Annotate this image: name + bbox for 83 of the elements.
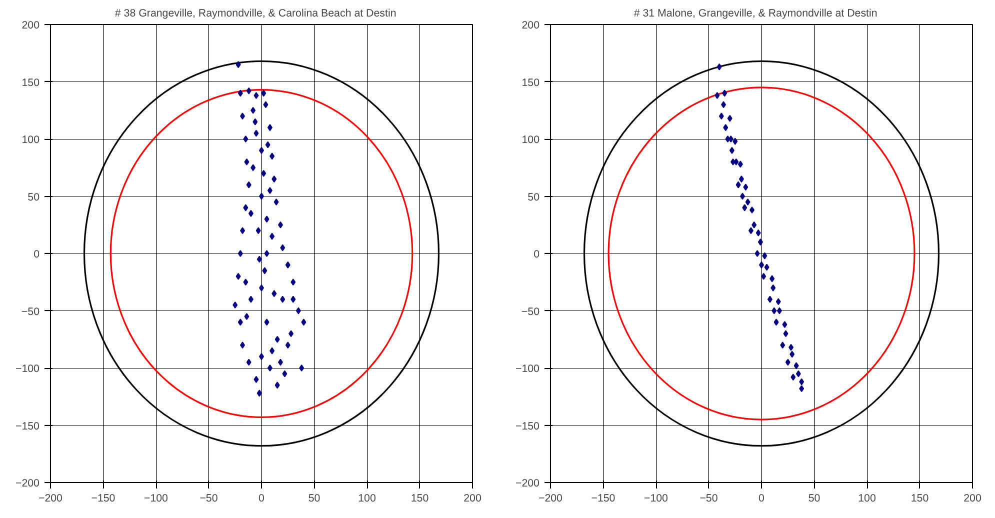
x-tick-label: 100 [358,492,376,504]
x-tick-label: 100 [858,492,876,504]
point [761,272,766,280]
x-tick-label: −200 [538,492,563,504]
y-tick-label: 0 [534,248,540,260]
point [738,176,744,183]
point [716,63,722,70]
point [770,284,776,292]
point [776,307,782,314]
point [783,330,788,338]
point [790,374,796,381]
y-tick-label: −100 [515,363,540,375]
point [758,238,763,246]
point [764,264,770,271]
point [752,221,757,228]
point [788,344,794,351]
point [794,362,799,370]
point [722,90,728,97]
point [750,206,755,214]
y-tick-label: 150 [22,76,40,89]
y-tick-label: −100 [15,363,40,375]
x-tick-label: 150 [910,492,929,504]
point [723,124,728,132]
y-tick-label: 150 [522,76,540,89]
y-tick-label: −50 [21,306,40,318]
point [738,160,743,168]
x-tick-label: −100 [644,492,668,504]
x-tick-label: −50 [700,492,718,504]
point [782,320,788,328]
y-tick-label: −50 [521,306,540,318]
y-tick-label: −150 [15,420,40,432]
point [729,146,734,154]
x-tick-label: 150 [410,492,429,504]
point [762,252,768,260]
point [714,92,720,99]
point [776,298,781,306]
point [754,250,760,257]
point [743,184,748,191]
chart-title: # 38 Grangeville, Raymondville, & Carolina Beach at Destin [114,8,396,20]
point [756,229,761,236]
point [732,138,738,145]
point [745,198,750,206]
y-tick-label: −200 [15,478,40,490]
point [790,350,795,358]
point [772,307,777,314]
x-tick-label: −100 [144,492,168,504]
point [727,114,732,122]
y-tick-label: 50 [528,191,540,204]
point [780,342,786,349]
x-tick-label: 50 [808,492,820,504]
point [740,192,746,200]
chart-title: # 31 Malone, Grangeville, & Raymondville at Destin [634,8,878,20]
point [734,158,739,166]
x-tick-label: 0 [258,492,265,504]
point [736,181,741,188]
point [748,227,754,234]
x-tick-label: 200 [464,492,482,504]
y-tick-label: 100 [22,134,40,146]
y-tick-label: −150 [515,420,540,432]
point [721,101,726,108]
x-tick-label: 200 [964,492,982,504]
x-tick-label: 50 [308,492,320,504]
point [728,136,734,142]
y-tick-label: 0 [34,248,40,260]
point [718,112,724,120]
y-tick-label: 50 [28,191,40,204]
point [799,385,804,392]
point [796,370,801,378]
point [767,296,772,303]
point [799,378,804,386]
x-tick-label: 0 [758,492,765,504]
point [785,358,790,366]
x-tick-label: −150 [91,492,116,504]
y-tick-label: 200 [522,20,540,32]
x-tick-label: −50 [200,492,218,504]
point [742,204,748,212]
point [770,275,775,282]
x-tick-label: −150 [591,492,616,504]
y-tick-label: 100 [522,134,540,146]
x-tick-label: −200 [38,492,63,504]
y-tick-label: −200 [515,478,540,490]
point [774,318,779,326]
y-tick-label: 200 [22,20,40,32]
